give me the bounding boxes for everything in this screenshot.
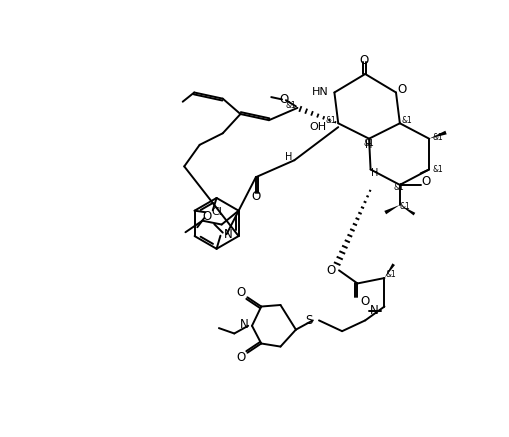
Text: N: N: [223, 228, 232, 241]
Text: O: O: [251, 190, 261, 203]
Text: Cl: Cl: [212, 207, 222, 217]
Text: HN: HN: [312, 87, 328, 97]
Text: O: O: [237, 286, 246, 299]
Text: O: O: [327, 264, 336, 277]
Polygon shape: [429, 131, 447, 139]
Text: O: O: [398, 83, 407, 96]
Text: N: N: [371, 304, 379, 317]
Text: O: O: [421, 174, 431, 187]
Text: S: S: [305, 314, 313, 327]
Text: H: H: [286, 152, 293, 162]
Text: O: O: [237, 351, 246, 364]
Text: &1: &1: [363, 139, 375, 148]
Text: O: O: [279, 93, 288, 106]
Text: &1: &1: [400, 202, 411, 211]
Text: N: N: [239, 318, 248, 331]
Text: O: O: [360, 54, 369, 66]
Polygon shape: [400, 205, 415, 215]
Text: O: O: [360, 295, 370, 308]
Polygon shape: [384, 205, 400, 214]
Text: &1: &1: [325, 116, 336, 125]
Text: H: H: [372, 167, 379, 177]
Text: H: H: [364, 140, 372, 150]
Text: &1: &1: [386, 271, 397, 280]
Polygon shape: [384, 264, 395, 278]
Text: &1: &1: [285, 101, 296, 110]
Text: OH: OH: [309, 122, 327, 132]
Text: &1: &1: [393, 184, 405, 192]
Text: &1: &1: [432, 133, 443, 142]
Text: &1: &1: [432, 165, 443, 174]
Text: O: O: [203, 210, 212, 223]
Text: &1: &1: [402, 116, 412, 125]
